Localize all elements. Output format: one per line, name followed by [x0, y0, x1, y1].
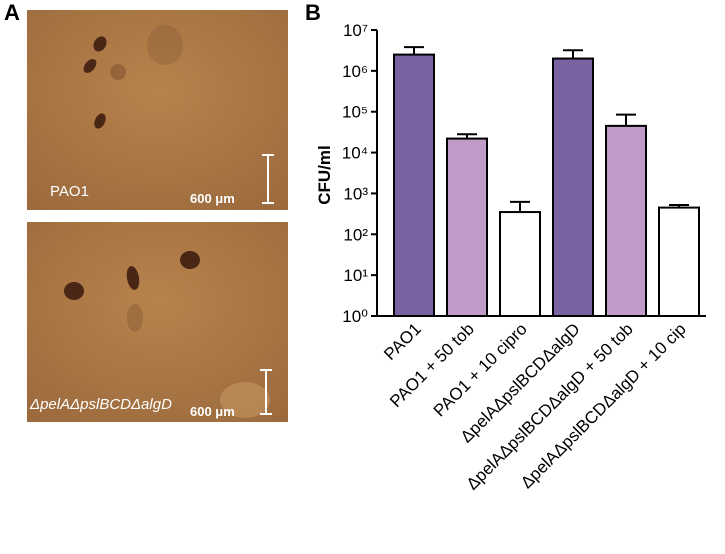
- x-tick-label: PAO1: [380, 319, 425, 364]
- y-tick-label: 10¹: [343, 266, 368, 285]
- y-tick-label: 10⁷: [343, 21, 368, 40]
- bar: [658, 206, 700, 317]
- bar: [552, 57, 594, 317]
- bar: [393, 53, 435, 317]
- scale-label: 600 μm: [190, 191, 235, 206]
- micrograph: PAO1 600 μm: [27, 10, 288, 210]
- y-tick-label: 10⁶: [342, 62, 368, 81]
- x-tick-label: PAO1 + 10 cipro: [430, 319, 531, 420]
- scale-label: 600 μm: [190, 404, 235, 419]
- panel-label: B: [305, 0, 321, 25]
- y-tick-label: 10²: [343, 225, 368, 244]
- y-tick-label: 10⁵: [342, 103, 368, 122]
- bar: [605, 124, 647, 318]
- y-tick-label: 10³: [343, 184, 368, 203]
- y-tick-label: 10⁰: [342, 307, 368, 326]
- micrograph: ΔpelAΔpslBCDΔalgD 600 μm: [27, 222, 288, 422]
- image-caption: PAO1: [50, 183, 89, 200]
- image-caption: ΔpelAΔpslBCDΔalgD: [29, 396, 172, 413]
- y-axis-label: CFU/ml: [315, 145, 334, 205]
- bar: [446, 137, 488, 317]
- bar: [499, 211, 541, 318]
- panel-label: A: [4, 0, 20, 25]
- y-tick-label: 10⁴: [342, 144, 368, 163]
